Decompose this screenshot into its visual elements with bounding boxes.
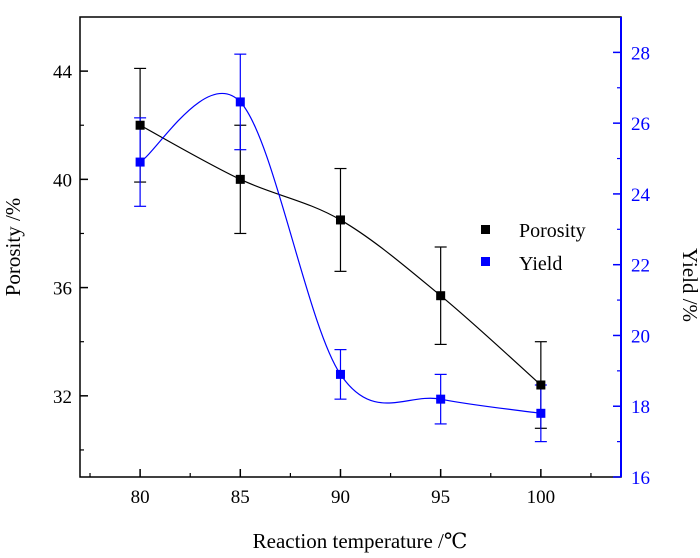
- point-yield: [436, 394, 446, 404]
- fit-curve-yield: [139, 92, 541, 414]
- point-porosity: [335, 215, 345, 225]
- x-axis-title: Reaction temperature /℃: [253, 529, 468, 553]
- point-yield: [335, 369, 345, 379]
- legend: Porosity Yield: [481, 220, 586, 275]
- point-porosity: [536, 380, 546, 390]
- y-right-tick-label-24: 24: [631, 185, 651, 206]
- y-right-tick-label-26: 26: [631, 114, 650, 135]
- point-porosity: [436, 291, 446, 301]
- point-porosity: [135, 120, 145, 130]
- point-yield: [536, 408, 546, 418]
- x-tick-label-85: 85: [231, 487, 250, 508]
- legend-label-yield: Yield: [519, 253, 562, 275]
- y-left-tick-label-40: 40: [53, 170, 72, 191]
- y-right-tick-label-28: 28: [631, 43, 650, 64]
- x-tick-label-95: 95: [431, 487, 450, 508]
- y-left-tick-label-44: 44: [53, 62, 73, 83]
- x-tick-label-100: 100: [527, 487, 556, 508]
- plot-frame: [79, 16, 622, 478]
- y-axis-right-title: Yield /%: [678, 248, 700, 322]
- y-left-tick-label-36: 36: [53, 279, 72, 300]
- x-tick-label-80: 80: [131, 487, 150, 508]
- y-right-tick-label-22: 22: [631, 256, 650, 277]
- legend-label-porosity: Porosity: [519, 220, 586, 242]
- x-tick-label-90: 90: [331, 487, 350, 508]
- y-axis-left-title: Porosity /%: [1, 198, 25, 297]
- legend-marker-porosity: [481, 225, 490, 234]
- point-yield: [135, 157, 145, 167]
- point-yield: [235, 97, 245, 107]
- point-porosity: [235, 174, 245, 184]
- y-left-tick-label-32: 32: [53, 387, 72, 408]
- y-right-tick-label-18: 18: [631, 397, 650, 418]
- y-right-tick-label-20: 20: [631, 326, 650, 347]
- legend-marker-yield: [481, 257, 490, 266]
- y-right-tick-label-16: 16: [631, 468, 650, 489]
